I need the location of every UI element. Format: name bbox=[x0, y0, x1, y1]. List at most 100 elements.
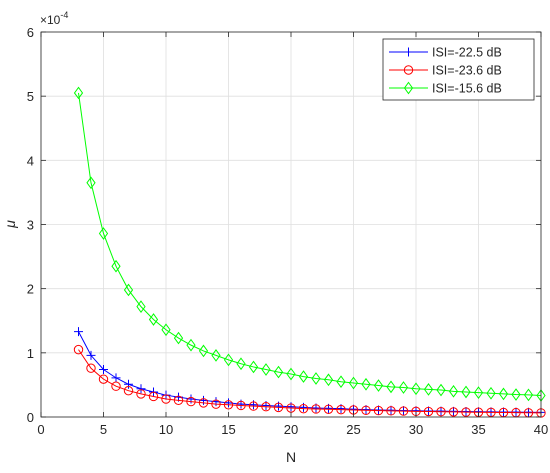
data-point bbox=[111, 373, 121, 383]
data-point bbox=[511, 388, 521, 401]
data-point bbox=[374, 405, 383, 415]
data-point bbox=[298, 370, 309, 383]
x-tick-label: 15 bbox=[221, 422, 235, 437]
y-tick-label: 5 bbox=[27, 89, 34, 104]
y-tick-label: 2 bbox=[27, 282, 34, 297]
data-point bbox=[148, 313, 159, 326]
data-point bbox=[298, 403, 309, 414]
data-point bbox=[323, 404, 334, 414]
data-point bbox=[486, 407, 496, 418]
data-point bbox=[99, 365, 108, 375]
legend-item: ISI=-23.6 dB bbox=[389, 64, 502, 78]
y-exponent-base: ×10 bbox=[40, 13, 61, 27]
data-point bbox=[436, 407, 446, 417]
y-exponent-power: -4 bbox=[60, 10, 68, 20]
data-point bbox=[486, 386, 496, 400]
data-point bbox=[398, 406, 409, 416]
x-tick-label: 25 bbox=[346, 422, 360, 437]
data-point bbox=[211, 349, 221, 362]
data-point bbox=[448, 407, 459, 417]
data-point bbox=[236, 357, 246, 371]
data-point bbox=[148, 391, 159, 402]
x-axis-label: N bbox=[286, 449, 296, 465]
data-point bbox=[186, 338, 196, 352]
data-point bbox=[336, 404, 346, 415]
data-point bbox=[136, 384, 146, 394]
data-point bbox=[311, 372, 321, 385]
data-point bbox=[161, 394, 171, 404]
data-point bbox=[473, 386, 484, 399]
data-point bbox=[461, 407, 471, 417]
data-point bbox=[161, 323, 171, 337]
data-point bbox=[423, 383, 434, 396]
y-tick-label: 1 bbox=[27, 346, 34, 361]
data-point bbox=[273, 365, 284, 379]
data-point bbox=[74, 327, 83, 337]
data-point bbox=[461, 407, 471, 417]
data-point bbox=[348, 376, 359, 390]
data-point bbox=[224, 398, 233, 408]
data-point bbox=[186, 396, 196, 407]
data-point bbox=[123, 283, 134, 297]
data-point bbox=[236, 400, 246, 411]
x-tick-label: 0 bbox=[37, 422, 44, 437]
legend-item: ISI=-22.5 dB bbox=[389, 46, 502, 60]
data-point bbox=[398, 381, 409, 394]
y-tick-label: 0 bbox=[27, 410, 34, 425]
data-point bbox=[273, 402, 284, 413]
x-tick-label: 40 bbox=[534, 422, 548, 437]
x-tick-label: 20 bbox=[284, 422, 298, 437]
data-point bbox=[423, 406, 434, 417]
data-point bbox=[73, 86, 84, 100]
data-point bbox=[461, 385, 471, 399]
data-point bbox=[123, 385, 134, 396]
data-point bbox=[386, 405, 396, 415]
x-tick-label: 10 bbox=[159, 422, 173, 437]
y-tick-label: 3 bbox=[27, 218, 34, 233]
data-point bbox=[73, 344, 84, 355]
data-point bbox=[373, 405, 384, 416]
data-point bbox=[386, 380, 396, 394]
data-point bbox=[436, 406, 446, 416]
data-point bbox=[411, 382, 421, 396]
x-tick-label: 30 bbox=[409, 422, 423, 437]
data-point bbox=[336, 375, 346, 389]
series-line bbox=[78, 92, 542, 397]
y-tick-label: 4 bbox=[27, 153, 34, 168]
data-point bbox=[361, 405, 371, 415]
legend-label: ISI=-23.6 dB bbox=[432, 64, 502, 78]
data-point bbox=[211, 399, 221, 409]
data-point bbox=[223, 400, 234, 410]
data-point bbox=[436, 383, 446, 397]
legend-marker bbox=[404, 47, 413, 57]
data-point bbox=[198, 344, 209, 358]
data-point bbox=[173, 331, 184, 345]
data-point bbox=[248, 401, 259, 411]
data-point bbox=[286, 367, 296, 381]
data-point bbox=[361, 405, 371, 415]
legend: ISI=-22.5 dB ISI=-23.6 dB ISI=-15.6 dB bbox=[382, 38, 535, 101]
data-point bbox=[424, 406, 433, 416]
y-axis-label: μ bbox=[2, 220, 18, 229]
data-point bbox=[136, 389, 146, 399]
y-exponent-label: ×10-4 bbox=[40, 10, 68, 27]
legend-marker bbox=[403, 81, 414, 95]
legend-item: ISI=-15.6 dB bbox=[389, 82, 502, 96]
data-point bbox=[311, 404, 321, 414]
data-point bbox=[136, 300, 146, 313]
data-point bbox=[498, 387, 509, 401]
data-point bbox=[86, 350, 96, 360]
data-point bbox=[111, 259, 121, 273]
data-point bbox=[261, 363, 271, 376]
data-point bbox=[361, 377, 371, 391]
x-tick-label: 35 bbox=[471, 422, 485, 437]
legend-label: ISI=-22.5 dB bbox=[432, 46, 502, 60]
x-tick-label: 5 bbox=[100, 422, 107, 437]
axis-ticks: 0 5 10 15 20 25 30 35 40 0 1 2 3 4 5 6 bbox=[27, 25, 548, 437]
data-point bbox=[86, 176, 96, 190]
data-point bbox=[248, 360, 259, 374]
data-point bbox=[223, 353, 234, 367]
legend-marker bbox=[403, 65, 414, 75]
data-point bbox=[111, 381, 121, 391]
